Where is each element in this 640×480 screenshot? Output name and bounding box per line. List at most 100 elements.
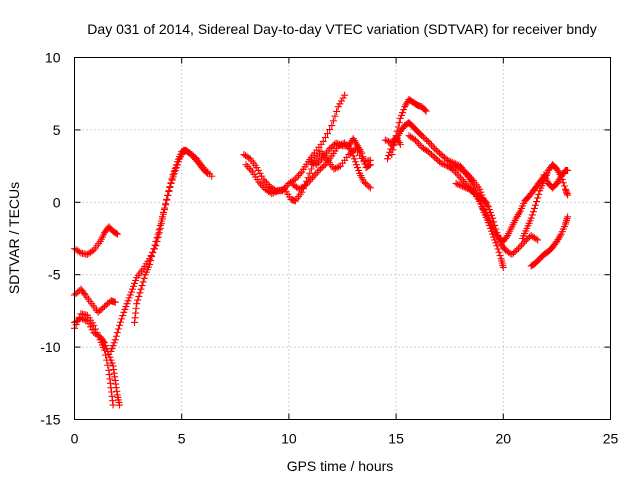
x-tick-label: 10 — [281, 431, 297, 447]
data-point — [395, 119, 403, 127]
data-point — [106, 353, 114, 361]
series-s4 — [71, 310, 117, 409]
data-point — [560, 182, 568, 190]
data-point — [431, 153, 439, 161]
x-tick-label: 15 — [388, 431, 404, 447]
data-point — [312, 170, 320, 178]
data-point — [426, 149, 434, 157]
data-point — [306, 158, 314, 166]
data-point — [494, 245, 502, 253]
data-point — [362, 179, 370, 187]
data-point — [329, 142, 337, 150]
data-point — [492, 225, 500, 233]
data-point — [109, 342, 117, 350]
data-point — [518, 241, 526, 249]
data-point — [516, 243, 524, 251]
data-point — [256, 169, 264, 177]
data-point — [335, 163, 343, 171]
series-s17 — [540, 166, 572, 192]
data-point — [162, 200, 170, 208]
data-point — [529, 208, 537, 216]
data-point — [400, 106, 408, 114]
data-point — [452, 163, 460, 171]
data-point — [530, 204, 538, 212]
data-point — [172, 164, 180, 172]
data-point — [491, 221, 499, 229]
data-point — [326, 145, 334, 153]
data-point — [358, 149, 366, 157]
data-point — [429, 152, 437, 160]
data-point — [334, 103, 342, 111]
data-point — [156, 221, 164, 229]
data-point — [174, 158, 182, 166]
data-point — [154, 230, 162, 238]
data-point — [90, 321, 98, 329]
data-point — [173, 161, 181, 169]
x-tick-labels: 0 5 10 15 20 25 — [71, 431, 619, 447]
series-s15 — [452, 179, 490, 206]
data-point — [462, 184, 470, 192]
data-point — [245, 154, 253, 162]
data-point — [300, 182, 308, 190]
data-point — [345, 151, 353, 159]
data-point — [452, 179, 460, 187]
data-point — [337, 97, 345, 105]
data-point — [491, 236, 499, 244]
data-point — [354, 164, 362, 172]
data-point — [253, 164, 261, 172]
data-point — [147, 257, 155, 265]
data-point — [75, 248, 83, 256]
y-tick-label: 0 — [53, 194, 61, 210]
data-point — [336, 100, 344, 108]
data-point — [159, 208, 167, 216]
y-tick-label: -5 — [48, 267, 61, 283]
data-point — [74, 317, 82, 325]
data-point — [104, 300, 112, 308]
data-point — [334, 140, 342, 148]
data-point — [158, 213, 166, 221]
data-point — [244, 162, 252, 170]
data-point — [564, 166, 572, 174]
data-point — [72, 290, 80, 298]
data-point — [137, 285, 145, 293]
data-point — [168, 176, 176, 184]
data-point — [166, 183, 174, 191]
data-point — [350, 155, 358, 163]
data-point — [365, 182, 373, 190]
data-point — [396, 114, 404, 122]
data-point — [113, 329, 121, 337]
data-point — [320, 162, 328, 170]
data-point — [118, 315, 126, 323]
data-point — [164, 191, 172, 199]
data-point — [306, 169, 314, 177]
y-tick-label: 5 — [53, 122, 61, 138]
data-point — [120, 308, 128, 316]
chart-title: Day 031 of 2014, Sidereal Day-to-day VTE… — [87, 21, 596, 37]
data-point — [169, 173, 177, 181]
data-point — [139, 278, 147, 286]
data-point — [107, 347, 115, 355]
data-point — [295, 172, 303, 180]
data-point — [125, 294, 133, 302]
data-point — [426, 139, 434, 147]
data-point — [140, 274, 148, 282]
data-point — [101, 346, 109, 354]
data-point — [337, 141, 345, 149]
data-point — [339, 94, 347, 102]
y-tick-labels: -15 -10 -5 0 5 10 — [40, 50, 60, 428]
data-point — [424, 148, 432, 156]
data-point — [333, 107, 341, 115]
data-point — [478, 203, 486, 211]
data-point — [384, 155, 392, 163]
data-point — [321, 134, 329, 142]
data-point — [455, 172, 463, 180]
data-point — [355, 166, 363, 174]
data-point — [72, 321, 80, 329]
data-point — [432, 146, 440, 154]
data-point — [476, 185, 484, 193]
data-point — [488, 227, 496, 235]
data-point — [483, 201, 491, 209]
data-point — [495, 235, 503, 242]
data-point — [481, 197, 489, 205]
data-point — [489, 230, 497, 238]
